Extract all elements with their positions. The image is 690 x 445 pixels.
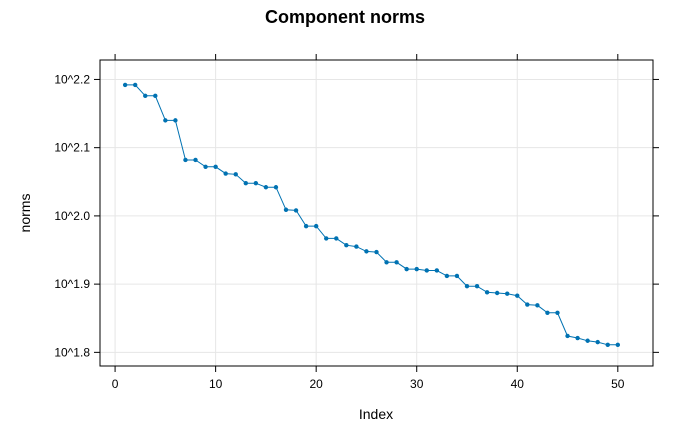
y-axis-label: norms <box>17 194 33 233</box>
data-point <box>384 260 389 265</box>
data-point <box>203 164 208 169</box>
y-tick-label: 10^1.9 <box>54 277 90 291</box>
data-point <box>434 268 440 273</box>
data-point <box>354 244 359 249</box>
data-point <box>163 118 168 123</box>
data-point <box>424 268 429 273</box>
data-point <box>464 283 470 289</box>
data-point <box>122 82 128 88</box>
data-point <box>334 236 339 241</box>
data-point <box>213 164 218 169</box>
x-tick-label: 0 <box>112 377 119 391</box>
data-point <box>595 339 600 345</box>
grid-lines <box>100 60 653 366</box>
data-point <box>263 185 269 190</box>
x-tick-label: 20 <box>309 377 323 391</box>
data-point <box>293 208 299 213</box>
x-tick-label: 10 <box>209 377 223 391</box>
x-tick-label: 50 <box>611 377 625 391</box>
data-point <box>303 223 309 229</box>
data-point <box>243 180 248 186</box>
y-tick-label: 10^1.8 <box>54 345 90 359</box>
data-point <box>515 293 520 298</box>
x-tick-label: 30 <box>410 377 424 391</box>
data-point <box>404 266 409 272</box>
data-point <box>474 283 480 289</box>
data-point <box>344 243 349 248</box>
data-point <box>253 180 259 186</box>
data-point <box>364 249 369 254</box>
x-axis-label: Index <box>359 406 393 422</box>
data-point <box>484 290 490 295</box>
axis-ticks <box>94 54 659 372</box>
data-point <box>494 290 500 296</box>
data-point <box>153 93 158 99</box>
data-point <box>444 273 450 279</box>
data-point <box>313 223 319 229</box>
data-point <box>535 303 540 308</box>
data-point <box>525 302 530 307</box>
data-point <box>394 260 399 265</box>
data-point <box>132 82 138 88</box>
data-point <box>193 157 198 163</box>
data-point <box>615 342 621 348</box>
data-point <box>173 118 178 123</box>
y-tick-label: 10^2.1 <box>54 141 90 155</box>
data-point <box>605 342 610 348</box>
data-point <box>143 93 148 99</box>
series-norms <box>122 82 621 348</box>
data-point <box>575 335 580 341</box>
data-point <box>555 310 560 315</box>
data-point <box>183 157 188 163</box>
data-point <box>273 185 279 190</box>
data-point <box>223 171 228 176</box>
data-point <box>414 266 419 272</box>
data-point <box>545 310 550 315</box>
data-point <box>324 236 329 241</box>
series-line <box>125 84 618 346</box>
data-point <box>374 249 379 255</box>
y-tick-label: 10^2.2 <box>54 72 90 86</box>
x-tick-label: 40 <box>511 377 525 391</box>
plot-frame <box>99 59 654 367</box>
data-point <box>283 207 289 212</box>
data-point <box>454 273 460 279</box>
chart-title: Component norms <box>265 7 425 27</box>
data-point <box>505 291 510 296</box>
data-point <box>585 338 590 343</box>
data-point <box>565 333 570 339</box>
y-tick-label: 10^2.0 <box>54 209 90 223</box>
data-point <box>233 172 238 177</box>
